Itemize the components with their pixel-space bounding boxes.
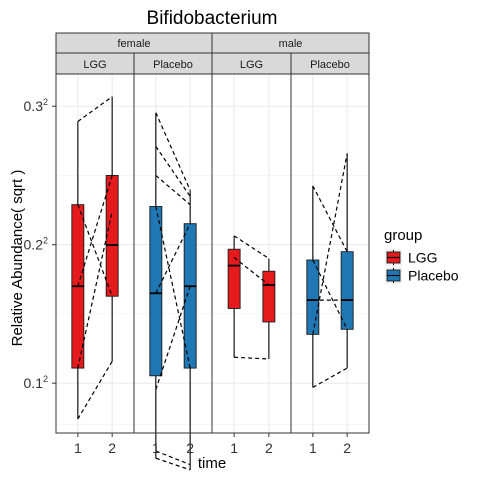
panel-male-placebo: [290, 73, 370, 434]
subject-pair-line: [77, 96, 113, 122]
x-axis: 1 2 1 2 1 2 1 2: [74, 433, 351, 456]
y-tick-label: 0.32: [24, 97, 48, 114]
y-tick-exponent: 2: [43, 97, 48, 107]
legend-label-lgg: LGG: [408, 250, 438, 266]
subject-pair-line: [155, 146, 191, 197]
subject-pair-line: [233, 256, 270, 286]
panel-background: [56, 74, 134, 433]
y-tick-exponent: 2: [43, 374, 48, 384]
strip-label-placebo: Placebo: [153, 59, 193, 71]
strip-label-male: male: [279, 38, 303, 50]
facet-strips: female male LGG Placebo LGG Placebo: [55, 32, 370, 75]
legend-label-placebo: Placebo: [408, 268, 459, 284]
box-body: [227, 248, 241, 309]
box-lgg-time-2: [262, 258, 276, 359]
panel-background: [212, 74, 291, 433]
x-tick-label: 2: [186, 440, 194, 456]
x-tick-label: 2: [343, 440, 351, 456]
x-tick-label: 2: [108, 440, 116, 456]
box-body: [262, 270, 276, 323]
box-body: [340, 251, 354, 330]
strip-label-placebo: Placebo: [310, 59, 350, 71]
legend: group LGG Placebo: [384, 227, 459, 284]
strip-label-lgg: LGG: [240, 59, 263, 71]
box-body: [105, 175, 119, 297]
panel-border: [290, 73, 370, 434]
subject-pair-line: [77, 204, 113, 297]
subject-pair-line: [155, 457, 191, 471]
panel-female-lgg: [55, 73, 135, 434]
box-lgg-time-1: [227, 235, 241, 358]
x-tick-label: 2: [265, 440, 273, 456]
y-axis: 0.120.220.32: [24, 97, 56, 391]
box-body: [306, 259, 320, 335]
box-body: [149, 206, 163, 377]
subject-pair-line: [312, 153, 348, 335]
subject-pair-line: [155, 223, 191, 294]
panel-background: [291, 74, 369, 433]
panel-male-lgg: [211, 73, 292, 434]
subject-pair-line: [234, 356, 269, 360]
legend-entry-placebo: Placebo: [385, 267, 459, 284]
subject-pair-line: [155, 450, 191, 466]
y-tick-base: 0.3: [24, 98, 44, 114]
x-tick-label: 1: [152, 440, 160, 456]
x-axis-title: time: [198, 455, 226, 472]
legend-entry-lgg: LGG: [385, 249, 438, 266]
strip-label-lgg: LGG: [83, 59, 106, 71]
y-tick-base: 0.2: [24, 237, 44, 253]
x-tick-label: 1: [74, 440, 82, 456]
panel-background: [134, 74, 212, 433]
legend-title: group: [384, 227, 422, 244]
strip-label-female: female: [117, 38, 150, 50]
subject-pair-line: [312, 185, 348, 252]
x-tick-label: 1: [309, 440, 317, 456]
subject-pair-line: [312, 259, 348, 330]
chart-title: Bifidobacterium: [147, 8, 278, 29]
y-tick-exponent: 2: [43, 236, 48, 246]
y-tick-label: 0.22: [24, 236, 48, 253]
subject-pair-line: [77, 175, 113, 287]
subject-pair-line: [155, 112, 191, 191]
panel-female-placebo: [133, 73, 213, 471]
subject-pair-line: [155, 175, 191, 206]
facet-panels: [55, 73, 370, 471]
x-tick-label: 1: [230, 440, 238, 456]
y-tick-label: 0.12: [24, 374, 48, 391]
y-tick-base: 0.1: [24, 375, 44, 391]
y-axis-title: Relative Abundance( sqrt ): [9, 170, 26, 347]
subject-pair-line: [77, 211, 113, 369]
